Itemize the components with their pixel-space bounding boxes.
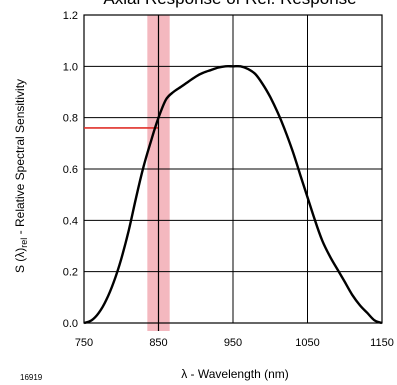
x-axis-label: λ - Wavelength (nm) — [181, 367, 289, 381]
y-axis-label-subscript: rel — [19, 238, 29, 248]
x-tick-labels: 750 850 950 1050 1150 — [75, 337, 394, 349]
y-axis-label-main: S (λ) — [13, 248, 27, 273]
y-tick-label-1: 0.2 — [63, 267, 78, 279]
y-tick-label-6: 1.2 — [63, 10, 78, 22]
x-tick-label-0: 750 — [75, 337, 93, 349]
y-tick-label-2: 0.4 — [63, 215, 78, 227]
y-tick-label-0: 0.0 — [63, 318, 78, 330]
y-tick-labels: 0.0 0.2 0.4 0.6 0.8 1.0 1.2 — [63, 10, 78, 330]
x-tick-label-1: 850 — [149, 337, 167, 349]
grid-lines — [84, 15, 382, 323]
plot-frame — [83, 14, 383, 324]
x-tick-label-2: 950 — [224, 337, 242, 349]
y-axis-label: S (λ)rel - Relative Spectral Sensitivity — [13, 79, 29, 273]
chart-title: Axial Response of Rel. Response — [103, 0, 356, 8]
y-tick-label-4: 0.8 — [63, 113, 78, 125]
x-tick-label-4: 1150 — [370, 337, 394, 349]
x-tick-label-3: 1050 — [295, 337, 319, 349]
sensitivity-curve — [83, 64, 383, 325]
y-tick-label-5: 1.0 — [63, 61, 78, 73]
y-tick-label-3: 0.6 — [63, 164, 78, 176]
y-axis-label-rest: - Relative Spectral Sensitivity — [13, 79, 27, 238]
figure-number: 16919 — [20, 373, 43, 382]
